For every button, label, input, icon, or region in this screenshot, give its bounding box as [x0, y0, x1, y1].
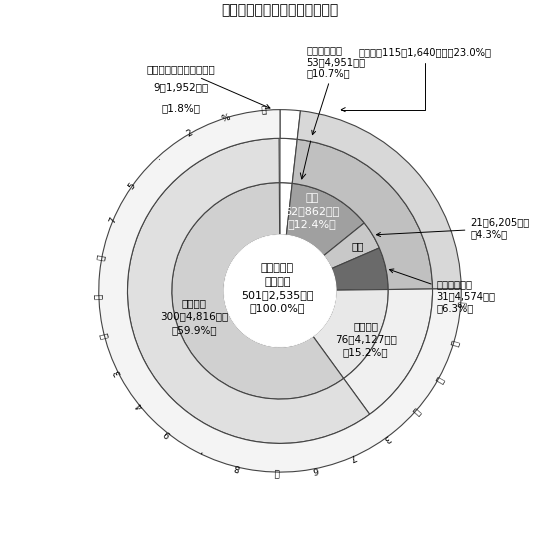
Text: ）: ）	[261, 106, 267, 115]
Wedge shape	[332, 248, 388, 290]
Text: 7: 7	[108, 216, 118, 225]
Text: %: %	[220, 113, 231, 123]
Text: 兆: 兆	[273, 467, 279, 477]
Wedge shape	[280, 110, 301, 139]
Wedge shape	[172, 183, 344, 399]
Text: 6: 6	[311, 463, 319, 474]
Text: 門: 門	[410, 406, 421, 416]
Text: 5: 5	[127, 181, 138, 191]
Circle shape	[224, 235, 336, 347]
Text: うち普通会計
53兆4,951億円
（10.7%）: うち普通会計 53兆4,951億円 （10.7%）	[306, 45, 365, 135]
Text: 9: 9	[162, 428, 172, 438]
Text: 4: 4	[134, 400, 144, 410]
Wedge shape	[128, 138, 370, 443]
Title: 第３図　国内総支出と地方財政: 第３図 国内総支出と地方財政	[221, 3, 339, 17]
Wedge shape	[280, 138, 297, 183]
Wedge shape	[297, 111, 461, 289]
Text: .: .	[154, 152, 162, 161]
Text: 家計部門
300兆4,816億円
（59.9%）: 家計部門 300兆4,816億円 （59.9%）	[160, 298, 228, 335]
Text: 間: 間	[449, 339, 459, 347]
Text: 部: 部	[433, 374, 444, 384]
Wedge shape	[280, 183, 292, 235]
Text: 中央: 中央	[352, 241, 365, 251]
Text: 2: 2	[185, 128, 194, 139]
Text: 9兆1,952億円: 9兆1,952億円	[153, 82, 208, 92]
Text: 民: 民	[456, 301, 465, 307]
Text: 億: 億	[99, 332, 109, 339]
Wedge shape	[286, 183, 364, 256]
Text: 地方
62兆862億円
（12.4%）: 地方 62兆862億円 （12.4%）	[284, 193, 339, 229]
Text: 7: 7	[348, 452, 357, 462]
Text: 3: 3	[382, 432, 391, 443]
Text: 国内総支出
（名目）
501兆2,535億円
（100.0%）: 国内総支出 （名目） 501兆2,535億円 （100.0%）	[241, 263, 314, 313]
Text: 社会保障基金
31兆4,574億円
（6.3%）: 社会保障基金 31兆4,574億円 （6.3%）	[390, 269, 496, 313]
Text: 財貨・サービスの純輸出: 財貨・サービスの純輸出	[147, 64, 270, 108]
Wedge shape	[324, 223, 379, 269]
Wedge shape	[99, 110, 461, 472]
Text: 企業部門
76兆4,127億円
（15.2%）: 企業部門 76兆4,127億円 （15.2%）	[335, 321, 396, 357]
Wedge shape	[292, 139, 432, 289]
Wedge shape	[313, 289, 388, 379]
Wedge shape	[344, 289, 432, 415]
Text: ,: ,	[197, 449, 204, 459]
Text: （: （	[97, 255, 107, 261]
Text: 3: 3	[113, 368, 123, 377]
Text: 21兆6,205億円
（4.3%）: 21兆6,205億円 （4.3%）	[376, 218, 530, 239]
Text: 円: 円	[94, 294, 104, 300]
Text: （1.8%）: （1.8%）	[161, 103, 200, 113]
Text: 8: 8	[234, 462, 241, 472]
Text: 政府部門115兆1,640億円（23.0%）: 政府部門115兆1,640億円（23.0%）	[341, 47, 491, 112]
